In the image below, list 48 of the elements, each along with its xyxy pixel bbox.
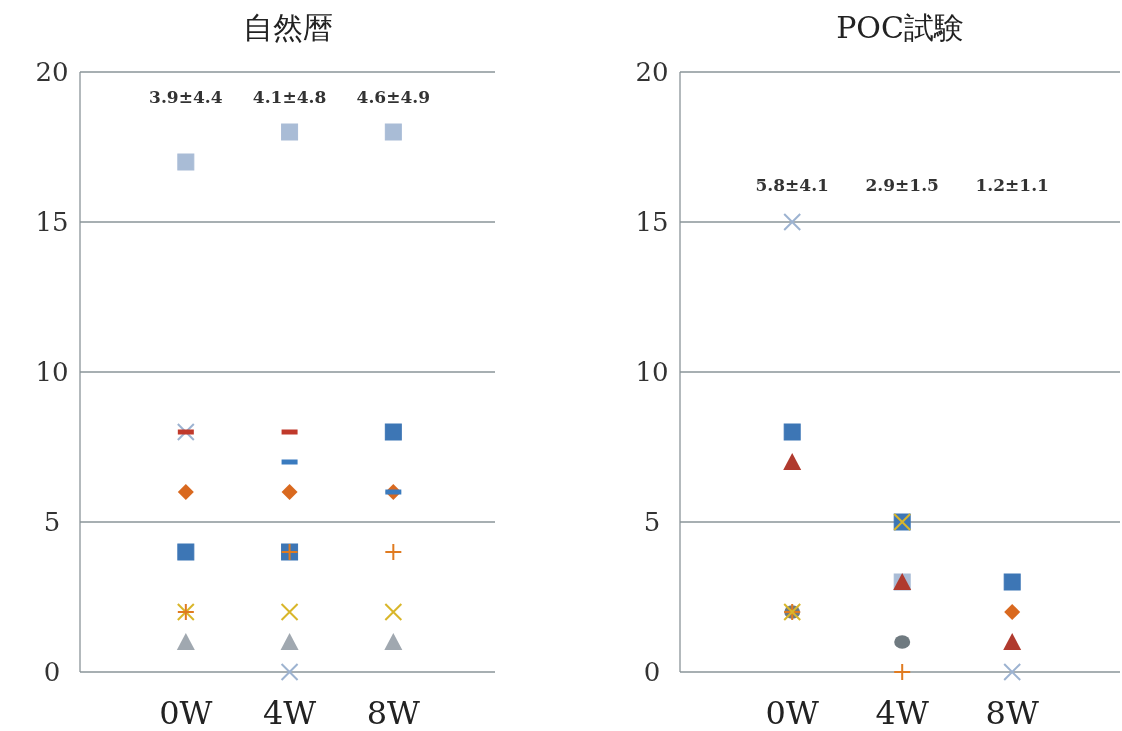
x-tick-label: 0W — [765, 694, 819, 731]
point — [281, 123, 299, 141]
point — [384, 633, 403, 650]
annotation: 4.6±4.9 — [356, 87, 431, 107]
annotation: 4.1±4.8 — [252, 87, 327, 107]
annotation: 3.9±4.4 — [149, 87, 223, 107]
y-tick-label: 0 — [643, 657, 661, 687]
x-tick-label: 4W — [262, 694, 317, 731]
x-tick-label: 0W — [159, 694, 213, 731]
point — [783, 423, 801, 441]
chart-title: POC試験 — [836, 10, 964, 45]
chart-title: 自然暦 — [242, 10, 333, 45]
x-tick-label: 8W — [985, 694, 1039, 731]
point — [177, 153, 195, 171]
point — [783, 213, 802, 231]
point — [1003, 633, 1022, 650]
x-tick-label: 8W — [366, 694, 421, 731]
point — [893, 663, 912, 681]
y-tick-label: 10 — [35, 357, 69, 387]
point — [176, 633, 195, 650]
y-tick-label: 20 — [635, 57, 669, 87]
point — [1003, 573, 1021, 591]
y-tick-label: 10 — [635, 357, 669, 387]
point — [1003, 663, 1022, 681]
annotation: 1.2±1.1 — [975, 175, 1049, 195]
point — [894, 635, 911, 649]
point — [176, 423, 195, 441]
annotation: 2.9±1.5 — [865, 175, 939, 195]
y-tick-label: 20 — [35, 57, 69, 87]
y-tick-label: 5 — [643, 507, 661, 537]
y-tick-label: 15 — [635, 207, 669, 237]
point — [177, 484, 194, 500]
point — [280, 603, 299, 621]
point — [280, 663, 299, 681]
x-tick-label: 4W — [875, 694, 929, 731]
y-tick-label: 5 — [43, 507, 61, 537]
point — [280, 633, 299, 650]
point — [177, 543, 195, 561]
point — [384, 423, 402, 441]
point — [384, 123, 402, 141]
point — [783, 453, 802, 470]
annotation: 5.8±4.1 — [755, 175, 829, 195]
y-tick-label: 15 — [35, 207, 69, 237]
point — [384, 543, 403, 561]
y-tick-label: 0 — [43, 657, 61, 687]
point — [1004, 604, 1021, 620]
point — [281, 484, 298, 500]
point — [384, 603, 403, 621]
